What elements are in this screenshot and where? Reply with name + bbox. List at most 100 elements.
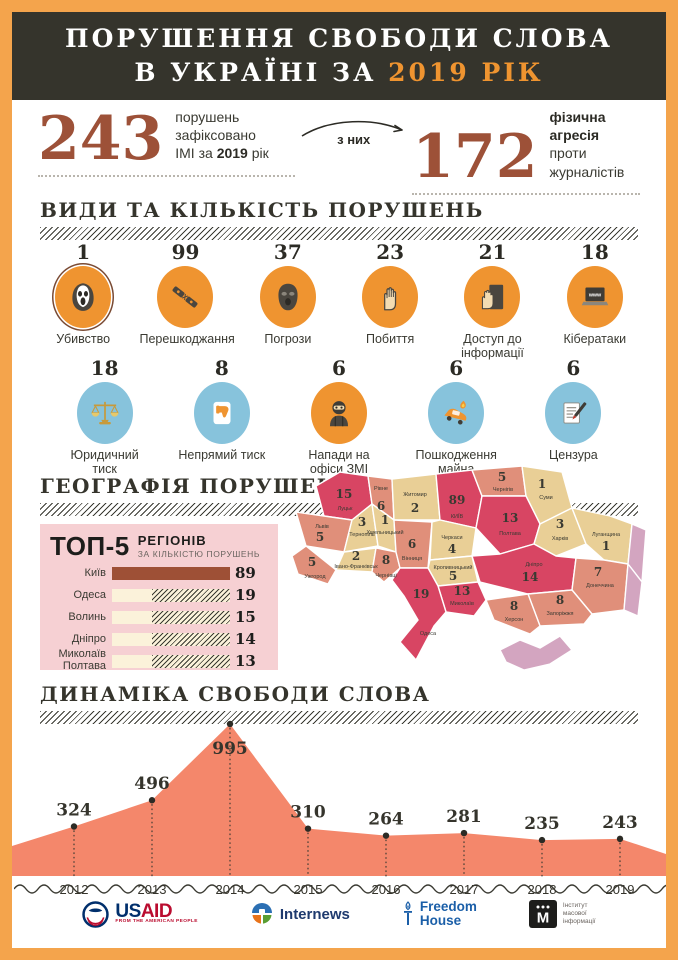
top5-row: Одеса 19 xyxy=(50,586,268,604)
icon-circle xyxy=(157,266,214,328)
violation-label: Цензура xyxy=(549,448,598,462)
freedom-house-wordmark: Freedom House xyxy=(420,900,477,928)
violation-access-to-information: 21 Доступ до інформації xyxy=(441,240,543,361)
top5-region-label: Дніпро xyxy=(71,632,106,645)
stats-link-label: з них xyxy=(337,132,371,147)
partner-logos: USAID FROM THE AMERICAN PEOPLE Internews… xyxy=(12,896,666,932)
summary-stats: 243 порушень зафіксовано ІМІ за 2019 рік… xyxy=(12,100,666,195)
svg-text:243: 243 xyxy=(602,813,638,833)
censored-pen-icon xyxy=(563,402,587,424)
violation-obstruction: 99 Перешкоджання xyxy=(134,240,236,361)
top5-region-label: Одеса xyxy=(73,588,106,601)
map-value: 5 xyxy=(308,555,316,569)
header-banner: ПОРУШЕННЯ СВОБОДИ СЛОВА В УКРАЇНІ ЗА 201… xyxy=(12,12,666,100)
internews-wordmark: Internews xyxy=(279,905,350,923)
imi-caption: Інститут масової інформації xyxy=(563,902,596,926)
top5-bar-hatched xyxy=(112,654,230,668)
svg-text:www: www xyxy=(588,292,602,298)
top5-region-label: Волинь xyxy=(68,610,106,623)
freedom-line1: Freedom xyxy=(419,899,477,915)
map-label: Чернігів xyxy=(493,487,513,493)
map-value: 5 xyxy=(498,470,506,484)
map-region-cherkasy xyxy=(429,519,477,561)
map-value: 1 xyxy=(538,477,546,491)
map-region-uzhhorod xyxy=(291,545,337,585)
curved-arrow-icon xyxy=(301,120,403,137)
physical-aggression-caption: фізична агресія проти журналістів xyxy=(549,108,640,183)
map-value: 15 xyxy=(336,487,353,501)
violation-indirect-pressure: 8 Непрямий тиск xyxy=(163,356,280,477)
hatch-divider-1 xyxy=(40,227,638,240)
top5-subtitle-block: РЕГІОНІВ ЗА КІЛЬКІСТЮ ПОРУШЕНЬ xyxy=(138,533,260,559)
map-value: 8 xyxy=(382,553,390,567)
map-value: 8 xyxy=(510,599,518,613)
laptop-www-icon: www xyxy=(581,287,609,306)
icon-circle xyxy=(76,382,133,444)
scream-mask-icon xyxy=(72,283,94,311)
usaid-us-text: US xyxy=(115,901,141,923)
svg-text:2014: 2014 xyxy=(216,882,245,897)
top5-bar-solid xyxy=(112,566,230,580)
total-caption-line2c: рік xyxy=(247,145,269,162)
top5-row: Київ 89 xyxy=(50,564,268,582)
physical-caption-line1: фізична агресія xyxy=(549,109,606,144)
svg-text:2013: 2013 xyxy=(138,882,167,897)
imi-caption-line2: масової xyxy=(562,909,587,917)
freedom-house-torch-icon xyxy=(403,901,412,925)
total-caption-line2a: ІМІ за xyxy=(175,145,217,162)
top5-header: ТОП-5 РЕГІОНІВ ЗА КІЛЬКІСТЮ ПОРУШЕНЬ xyxy=(50,533,268,559)
map-label: Луцьк xyxy=(338,506,353,512)
map-label: Одеса xyxy=(420,631,437,637)
svg-text:2015: 2015 xyxy=(294,882,323,897)
violation-label: Убивство xyxy=(56,332,111,346)
svg-text:281: 281 xyxy=(446,807,482,827)
imi-mark-icon: М xyxy=(528,900,557,928)
violation-label: Доступ до інформації xyxy=(461,332,524,361)
broken-camera-icon xyxy=(173,286,198,308)
masked-attacker-icon xyxy=(329,401,349,427)
violation-label: Побиття xyxy=(366,332,415,346)
scales-icon xyxy=(90,401,119,425)
map-value: 7 xyxy=(594,565,602,579)
top5-value: 13 xyxy=(235,652,256,670)
usaid-emblem-icon xyxy=(82,900,110,928)
map-label: Харків xyxy=(552,536,568,542)
violation-count: 23 xyxy=(376,240,405,264)
icon-circle xyxy=(193,382,250,444)
icon-circle: www xyxy=(566,266,623,328)
imi-caption-line1: Інститут xyxy=(562,901,588,909)
violation-beating: 23 Побиття xyxy=(339,240,441,361)
dynamics-chart-wrap: 324 2012 496 2013 995 2014 310 2015 264 2016 281 20… xyxy=(12,706,666,897)
map-value: 4 xyxy=(448,542,456,556)
map-label: Ужгород xyxy=(304,574,326,580)
map-label: Полтава xyxy=(499,531,521,537)
usaid-wordmark: USAID FROM THE AMERICAN PEOPLE xyxy=(115,901,197,923)
icon-circle xyxy=(428,382,485,444)
violation-count: 99 xyxy=(171,240,200,264)
violation-count: 37 xyxy=(273,240,302,264)
map-value: 5 xyxy=(316,530,324,544)
internews-globe-icon xyxy=(251,903,272,924)
page-title-line2-prefix: В УКРАЇНІ ЗА xyxy=(134,58,389,87)
top5-value: 14 xyxy=(235,630,256,648)
map-value: 2 xyxy=(352,549,360,563)
map-label: Черкаси xyxy=(441,535,462,541)
map-value: 1 xyxy=(381,513,389,527)
wavy-divider xyxy=(12,882,666,896)
top5-row: Волинь 15 xyxy=(50,608,268,626)
total-violations-caption: порушень зафіксовано ІМІ за 2019 рік xyxy=(175,108,295,165)
top5-subtitle-1: РЕГІОНІВ xyxy=(137,533,207,548)
map-label: Чернівці xyxy=(375,573,396,579)
top5-bar-hatched xyxy=(112,588,230,602)
svg-text:496: 496 xyxy=(134,774,170,794)
total-caption-year: 2019 xyxy=(216,145,248,162)
violation-count: 8 xyxy=(214,356,229,380)
violation-label: Кібератаки xyxy=(563,332,627,346)
map-label: Херсон xyxy=(505,617,524,623)
map-value: 13 xyxy=(454,584,471,598)
hatch-divider-3 xyxy=(40,711,638,724)
top5-row: Миколаїв Полтава 13 xyxy=(50,649,268,672)
violation-label: Напади на офіси ЗМІ xyxy=(308,448,370,477)
map-value: 19 xyxy=(413,587,430,601)
total-caption-line1: порушень зафіксовано xyxy=(175,109,256,144)
